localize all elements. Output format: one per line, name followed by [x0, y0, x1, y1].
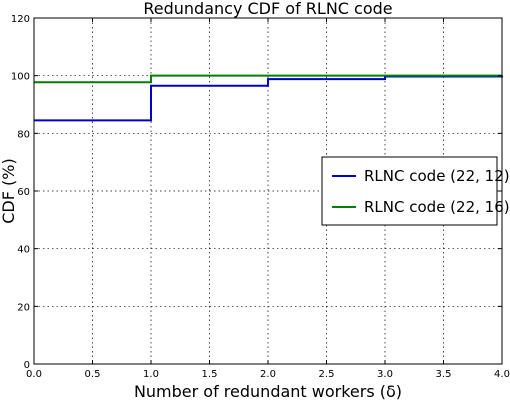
series-line-2 — [34, 74, 502, 84]
y-tick-label: 0 — [24, 360, 30, 371]
x-tick-label: 0.0 — [26, 369, 42, 380]
x-axis-label: Number of redundant workers (δ) — [134, 382, 402, 401]
x-tick-label: 1.0 — [143, 369, 159, 380]
x-tick-label: 2.0 — [260, 369, 276, 380]
series-layer — [34, 74, 503, 122]
y-tick-label: 20 — [17, 302, 30, 313]
y-tick-label: 120 — [11, 14, 30, 25]
x-tick-label: 3.0 — [377, 369, 393, 380]
legend-label-series-1: RLNC code (22, 12) — [364, 167, 510, 185]
x-tick-label: 0.5 — [85, 369, 101, 380]
y-axis-label: CDF (%) — [0, 158, 18, 223]
y-tick-label: 40 — [17, 245, 30, 256]
y-tick-label: 60 — [17, 187, 30, 198]
legend-box — [321, 156, 498, 226]
x-tick-label: 4.0 — [494, 369, 510, 380]
y-tick-label: 100 — [11, 72, 30, 83]
x-tick-label: 3.5 — [436, 369, 452, 380]
x-tick-label: 2.5 — [319, 369, 335, 380]
legend-label-series-2: RLNC code (22, 16) — [364, 198, 510, 216]
y-tick-label: 80 — [17, 129, 30, 140]
ticks: 0.0 0.5 1.0 1.5 2.0 2.5 3.0 3.5 4.0 0 20 40 60 80 100 1… — [11, 14, 510, 380]
chart-title: Redundancy CDF of RLNC code — [143, 0, 392, 18]
legend: RLNC code (22, 12) RLNC code (22, 16) — [321, 156, 510, 226]
x-tick-label: 1.5 — [202, 369, 218, 380]
